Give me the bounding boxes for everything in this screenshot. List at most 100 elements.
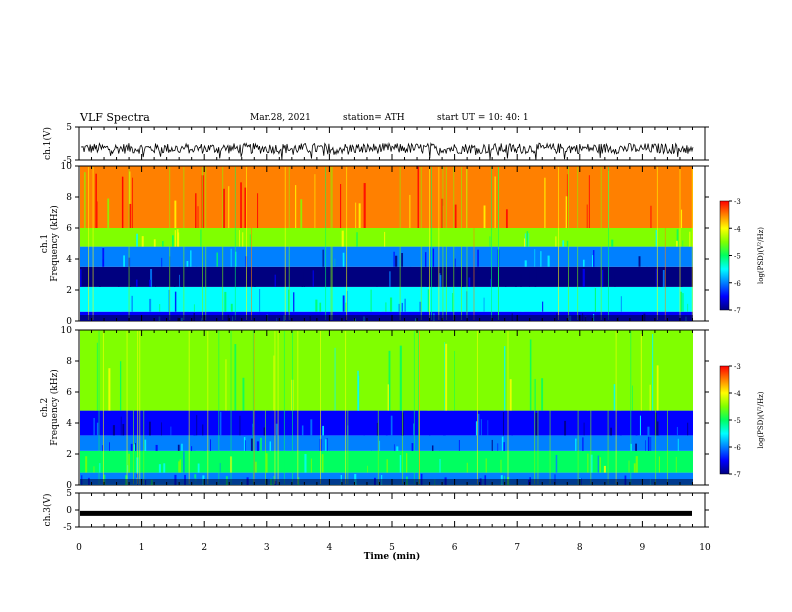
spectrogram-streak (687, 303, 689, 312)
spectrogram-streak (680, 280, 683, 287)
spectrogram-streak (244, 187, 247, 228)
spectrogram-streak (689, 465, 691, 473)
colorbar-label: log(PSD)(V²/Hz) (757, 227, 765, 284)
spectrogram-streak (628, 460, 630, 473)
spectrogram-streak (401, 302, 403, 312)
spectrogram-streak (126, 251, 128, 267)
spectrogram-streak (586, 204, 588, 228)
spectrogram-streak (405, 453, 408, 473)
spectrogram-streak (411, 443, 414, 451)
spectrogram-streak (620, 465, 622, 473)
spectrogram-streak (387, 384, 389, 411)
spectrogram-streak (565, 196, 568, 228)
spectrogram-streak (122, 423, 125, 436)
spectrogram-streak (477, 249, 479, 267)
spectrogram-streak (478, 168, 480, 228)
spectrogram-streak (225, 359, 227, 411)
spectrogram-streak (591, 255, 594, 267)
spectrogram-band (80, 286, 693, 312)
colorbar-tick-label: -5 (734, 253, 741, 261)
spectrogram-streak (141, 236, 144, 247)
spectrogram-streak (96, 342, 98, 411)
spectrogram-sferic (133, 331, 134, 484)
spectrogram-streak (396, 446, 399, 451)
spectrogram-streak (158, 464, 161, 473)
spectrogram-sferic (331, 167, 333, 320)
spectrogram-streak (624, 168, 626, 228)
spectrogram-streak (163, 463, 166, 473)
spectrogram-streak (541, 378, 544, 411)
spectrogram-streak (160, 422, 162, 436)
spectrogram-streak (565, 230, 567, 247)
plot-title: VLF Spectra (80, 111, 150, 124)
spectrogram-streak (658, 456, 660, 473)
spectrogram-sferic (284, 167, 286, 320)
spectrogram-streak (190, 250, 192, 267)
spectrogram-sferic (590, 331, 592, 484)
spectrogram-streak (520, 274, 522, 287)
spectrogram-streak (504, 346, 506, 411)
spectrogram-streak (384, 231, 386, 247)
spectrogram-streak (323, 412, 325, 436)
spectrogram-streak (108, 442, 110, 451)
spectrogram-streak (632, 385, 633, 411)
spectrogram-streak (528, 233, 530, 247)
spectrogram-sferic (418, 331, 420, 484)
spectrogram-streak (566, 174, 568, 228)
spectrogram-streak (575, 438, 577, 451)
spectrogram-streak (535, 413, 538, 436)
spectrogram-streak (118, 272, 120, 287)
spectrogram-streak (121, 176, 124, 228)
spectrogram-streak (149, 279, 151, 287)
spectrogram-sferic (292, 331, 293, 484)
spectrogram-sferic (230, 331, 232, 484)
spectrogram-streak (315, 299, 318, 312)
spectrogram-streak (376, 270, 378, 287)
spectrogram-sferic (656, 167, 658, 320)
spectrogram-sferic (283, 331, 285, 484)
spectrogram-streak (555, 454, 558, 473)
spectrogram-streak (250, 438, 253, 451)
spectrogram-streak (435, 269, 437, 287)
spectrogram-sferic (128, 167, 130, 320)
spectrogram-streak (386, 459, 388, 473)
spectrogram-streak (569, 209, 571, 228)
spectrogram-streak (475, 421, 478, 436)
y-tick-label: 10 (61, 162, 73, 172)
spectrogram-streak (389, 297, 393, 312)
spectrogram-streak (534, 249, 536, 267)
spectrogram-streak (611, 239, 614, 247)
spectrogram-streak (186, 260, 189, 267)
spectrogram-sferic (126, 331, 128, 484)
spectrogram-streak (339, 184, 342, 228)
spectrogram-sferic (207, 331, 209, 484)
spectrogram-sferic (325, 167, 327, 320)
spectrogram-streak (494, 176, 496, 228)
spectrogram-streak (404, 298, 406, 312)
spectrogram-streak (458, 439, 460, 451)
spectrogram-streak (490, 278, 492, 287)
spectrogram-streak (680, 291, 683, 312)
spectrogram-streak (112, 442, 114, 451)
spectrogram-streak (224, 291, 227, 312)
spectrogram-sferic (442, 167, 444, 320)
spectrogram-band (80, 435, 693, 451)
spectrogram-streak (257, 193, 259, 228)
spectrogram-streak (304, 454, 307, 473)
spectrogram-sferic (277, 331, 279, 484)
spectrogram-streak (665, 236, 668, 247)
spectrogram-sferic (664, 167, 666, 320)
spectrogram-streak (502, 442, 505, 451)
spectrogram-streak (610, 427, 612, 436)
spectrogram-streak (452, 293, 454, 312)
spectrogram-streak (101, 459, 104, 473)
spectrogram-streak (342, 295, 345, 312)
spectrogram-streak (555, 236, 557, 247)
y-axis-label: ch.1Frequency (kHz) (40, 205, 60, 282)
spectrogram-streak (269, 441, 271, 451)
spectrogram-streak (501, 436, 504, 451)
spectrogram-streak (379, 440, 381, 451)
spectrogram-streak (526, 231, 529, 247)
spectrogram-streak (603, 347, 605, 411)
spectrogram-sferic (473, 167, 475, 320)
